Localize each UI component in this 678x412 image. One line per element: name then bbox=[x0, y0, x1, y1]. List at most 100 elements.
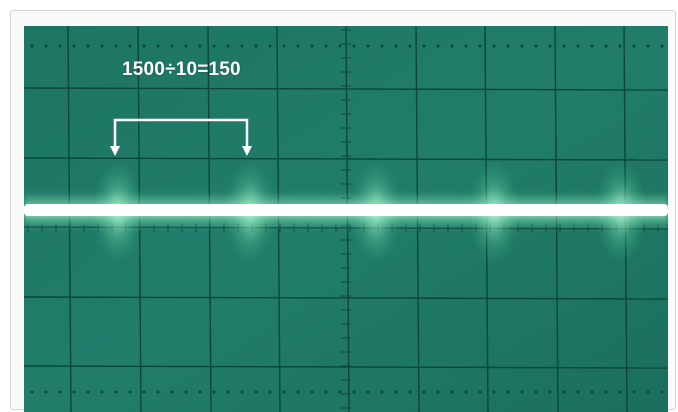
grid-dot bbox=[534, 390, 538, 394]
grid-dot bbox=[394, 44, 398, 48]
grid-dot bbox=[618, 44, 622, 48]
grid-dot bbox=[30, 44, 34, 48]
grid-dot bbox=[618, 390, 622, 394]
grid-dot bbox=[240, 44, 244, 48]
grid-dot bbox=[576, 390, 580, 394]
grid-dot bbox=[114, 390, 118, 394]
grid-dot bbox=[548, 44, 552, 48]
grid-dot bbox=[366, 44, 370, 48]
grid-dot bbox=[548, 390, 552, 394]
grid-dot bbox=[408, 44, 412, 48]
grid-dot bbox=[114, 44, 118, 48]
annotation-label: 1500÷10=150 bbox=[122, 59, 241, 80]
grid-dot bbox=[534, 44, 538, 48]
grid-dot bbox=[324, 44, 328, 48]
grid-dot bbox=[492, 44, 496, 48]
grid-dot bbox=[394, 390, 398, 394]
grid-dot bbox=[86, 390, 90, 394]
grid-dot bbox=[170, 44, 174, 48]
grid-dot bbox=[30, 390, 34, 394]
grid-dot bbox=[450, 390, 454, 394]
grid-dot bbox=[408, 390, 412, 394]
grid-dot bbox=[660, 390, 664, 394]
grid-dot bbox=[254, 390, 258, 394]
grid-dot bbox=[604, 44, 608, 48]
grid-line-horizontal bbox=[24, 296, 668, 300]
grid-dot bbox=[478, 44, 482, 48]
grid-dot bbox=[352, 390, 356, 394]
grid-dot bbox=[184, 44, 188, 48]
grid-dot bbox=[562, 390, 566, 394]
grid-dot bbox=[338, 390, 342, 394]
grid-dot bbox=[646, 390, 650, 394]
grid-dot bbox=[478, 390, 482, 394]
grid-dot bbox=[58, 44, 62, 48]
grid-dot bbox=[520, 44, 524, 48]
signal-trace bbox=[24, 204, 668, 216]
grid-dot bbox=[86, 44, 90, 48]
grid-dot bbox=[310, 390, 314, 394]
grid-dot bbox=[44, 390, 48, 394]
grid-dot bbox=[604, 390, 608, 394]
grid-dot bbox=[632, 390, 636, 394]
grid-dot bbox=[324, 390, 328, 394]
grid-dot bbox=[198, 390, 202, 394]
grid-dot bbox=[338, 44, 342, 48]
grid-dot bbox=[506, 390, 510, 394]
grid-dot bbox=[268, 390, 272, 394]
grid-dot bbox=[128, 390, 132, 394]
arrow-right-icon bbox=[242, 146, 252, 156]
grid-dot bbox=[282, 44, 286, 48]
grid-dot bbox=[352, 44, 356, 48]
grid-dot bbox=[660, 44, 664, 48]
grid-dot bbox=[170, 390, 174, 394]
grid-dot bbox=[254, 44, 258, 48]
grid-dot bbox=[464, 390, 468, 394]
grid-dot bbox=[632, 44, 636, 48]
grid-dot bbox=[100, 44, 104, 48]
grid-dot bbox=[226, 390, 230, 394]
grid-dot bbox=[464, 44, 468, 48]
grid-dot bbox=[212, 390, 216, 394]
grid-dot bbox=[142, 390, 146, 394]
grid-dot bbox=[646, 44, 650, 48]
grid-dot bbox=[590, 390, 594, 394]
grid-dot bbox=[296, 390, 300, 394]
grid-dot bbox=[128, 44, 132, 48]
oscilloscope-screen bbox=[24, 26, 668, 412]
grid-dot bbox=[240, 390, 244, 394]
grid-line-horizontal bbox=[24, 87, 668, 91]
grid-line-horizontal bbox=[24, 365, 668, 369]
grid-dot bbox=[142, 44, 146, 48]
grid-dot bbox=[310, 44, 314, 48]
oscilloscope-graticule bbox=[24, 26, 668, 412]
grid-dot bbox=[436, 44, 440, 48]
grid-dot bbox=[422, 390, 426, 394]
grid-dot bbox=[282, 390, 286, 394]
grid-dot bbox=[100, 390, 104, 394]
bracket-line bbox=[113, 118, 249, 148]
grid-dot bbox=[184, 390, 188, 394]
measurement-bracket bbox=[110, 118, 252, 156]
grid-dot bbox=[366, 390, 370, 394]
grid-dot bbox=[156, 44, 160, 48]
grid-dot bbox=[506, 44, 510, 48]
grid-dot bbox=[268, 44, 272, 48]
grid-dot bbox=[72, 44, 76, 48]
grid-dot bbox=[590, 44, 594, 48]
grid-dot bbox=[72, 390, 76, 394]
grid-dot bbox=[380, 390, 384, 394]
grid-dot bbox=[226, 44, 230, 48]
grid-dot bbox=[212, 44, 216, 48]
grid-line-horizontal bbox=[24, 157, 668, 161]
grid-dot bbox=[576, 44, 580, 48]
grid-dot bbox=[492, 390, 496, 394]
signal-bursts bbox=[92, 160, 647, 264]
grid-dot bbox=[562, 44, 566, 48]
grid-dot bbox=[296, 44, 300, 48]
grid-dot bbox=[380, 44, 384, 48]
grid-dot bbox=[520, 390, 524, 394]
grid-dot bbox=[198, 44, 202, 48]
grid-dot bbox=[450, 44, 454, 48]
grid-dot bbox=[436, 390, 440, 394]
